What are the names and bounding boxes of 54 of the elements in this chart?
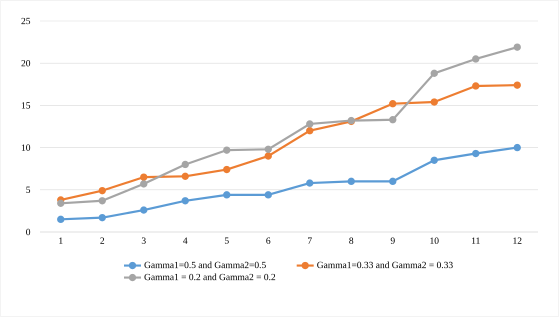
x-tick-label: 8 — [349, 238, 354, 244]
point — [182, 160, 189, 168]
point — [389, 100, 396, 108]
point — [223, 166, 230, 174]
x-tick-label: 4 — [183, 238, 188, 244]
point — [264, 146, 272, 153]
point — [389, 178, 396, 186]
point — [223, 191, 230, 199]
point — [140, 180, 148, 188]
y-tick-label: 10 — [22, 144, 30, 151]
point — [182, 197, 189, 204]
point — [430, 70, 438, 78]
x-tick-label: 7 — [308, 238, 312, 244]
x-tick-label: 2 — [100, 238, 104, 244]
point — [223, 146, 230, 154]
point — [98, 214, 106, 222]
x-tick-label: 6 — [266, 238, 270, 244]
x-tick-label: 9 — [390, 238, 395, 244]
point — [348, 178, 355, 186]
y-tick-label: 5 — [26, 186, 30, 193]
point — [98, 186, 106, 194]
point — [472, 55, 480, 63]
y-tick-label: 15 — [22, 102, 30, 109]
x-tick-label: 5 — [224, 238, 229, 244]
x-tick-label: 1 — [59, 238, 63, 244]
legend-label: Gamma1=0.5 and Gamma2=0.5 — [144, 262, 266, 268]
point — [514, 144, 521, 152]
y-tick-label: 0 — [26, 228, 30, 236]
x-tick-label: 11 — [472, 238, 480, 244]
legend-label: Gamma1 = 0.2 and Gamma2 = 0.2 — [144, 274, 276, 280]
point — [57, 216, 64, 224]
point — [57, 200, 64, 207]
point — [182, 172, 189, 180]
point — [430, 156, 438, 164]
point — [472, 82, 480, 90]
point — [140, 206, 148, 214]
point — [514, 81, 521, 89]
x-tick-label: 10 — [430, 238, 439, 244]
y-tick-label: 20 — [21, 60, 30, 66]
point — [140, 173, 148, 181]
point — [98, 197, 106, 204]
point — [306, 120, 314, 128]
point — [306, 179, 314, 187]
legend-label: Gamma1=0.33 and Gamma2 = 0.33 — [317, 262, 453, 268]
point — [430, 98, 438, 106]
x-tick-label: 3 — [142, 238, 146, 244]
y-tick-label: 25 — [21, 18, 30, 24]
x-tick-label: 12 — [513, 238, 522, 244]
point — [389, 116, 396, 124]
point — [264, 191, 272, 199]
point — [306, 127, 314, 134]
point — [514, 43, 521, 51]
point — [472, 150, 480, 158]
point — [264, 152, 272, 160]
